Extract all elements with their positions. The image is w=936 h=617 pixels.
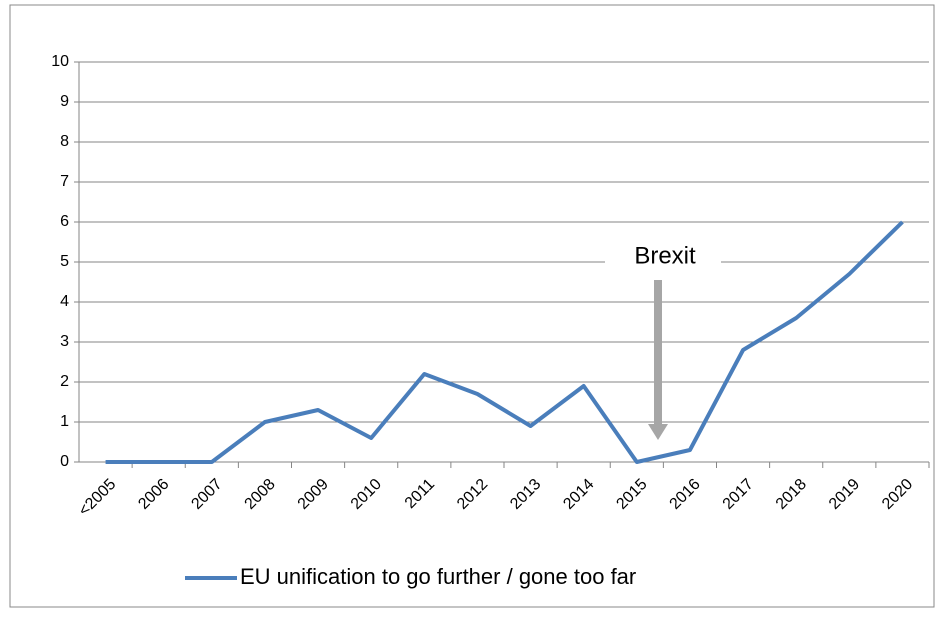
y-tick-label: 5 bbox=[60, 253, 69, 270]
grid bbox=[74, 61, 930, 468]
y-tick-label: 3 bbox=[60, 333, 69, 350]
line bbox=[105, 220, 904, 464]
chart-border bbox=[9, 4, 935, 608]
plot bbox=[105, 220, 904, 464]
y-tick-label: 7 bbox=[60, 173, 69, 190]
y-tick-label: 4 bbox=[60, 293, 69, 310]
y-tick-label: 9 bbox=[60, 93, 69, 110]
annotation: Brexit bbox=[634, 242, 696, 269]
y-tick-label: 8 bbox=[60, 133, 69, 150]
y-tick-label: 0 bbox=[60, 453, 69, 470]
legend-label: EU unification to go further / gone too … bbox=[240, 564, 636, 589]
y-tick-label: 6 bbox=[60, 213, 69, 230]
annotation-box bbox=[605, 238, 721, 278]
y-tick-label: 2 bbox=[60, 373, 69, 390]
annotation-arrow bbox=[654, 280, 662, 424]
y-tick-label: 10 bbox=[51, 53, 69, 70]
annotation-arrowhead bbox=[648, 424, 668, 440]
y-tick-label: 1 bbox=[60, 413, 69, 430]
